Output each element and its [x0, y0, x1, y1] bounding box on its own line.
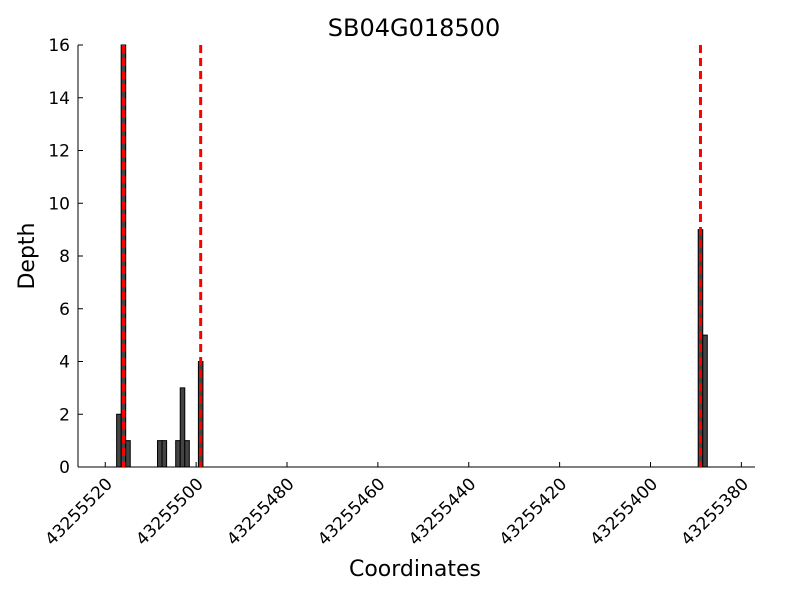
x-tick-label: 43255520 — [41, 474, 116, 549]
y-tick-label: 4 — [59, 353, 70, 373]
chart-title: SB04G018500 — [328, 14, 500, 42]
y-tick-label: 10 — [48, 194, 70, 214]
bar — [184, 440, 190, 468]
bar — [125, 440, 131, 468]
bar — [702, 334, 708, 468]
y-tick-label: 6 — [59, 300, 70, 320]
y-tick-label: 2 — [59, 405, 70, 425]
bar — [175, 440, 181, 468]
bar — [157, 440, 163, 468]
y-tick-label: 14 — [48, 89, 70, 109]
y-tick-label: 0 — [59, 458, 70, 478]
x-tick-label: 43255500 — [132, 474, 207, 549]
x-tick-label: 43255420 — [496, 474, 571, 549]
x-tick-label: 43255480 — [223, 474, 298, 549]
bar — [116, 413, 122, 468]
y-tick-label: 16 — [48, 36, 70, 56]
x-tick-label: 43255400 — [587, 474, 662, 549]
y-axis-label: Depth — [15, 222, 40, 289]
bar — [179, 387, 186, 468]
x-axis-label: Coordinates — [349, 557, 481, 582]
x-tick-label: 43255460 — [314, 474, 389, 549]
x-tick-label: 43255380 — [678, 474, 753, 549]
bar — [161, 440, 168, 468]
y-tick-label: 12 — [48, 142, 70, 162]
y-tick-label: 8 — [59, 247, 70, 267]
x-tick-label: 43255440 — [405, 474, 480, 549]
